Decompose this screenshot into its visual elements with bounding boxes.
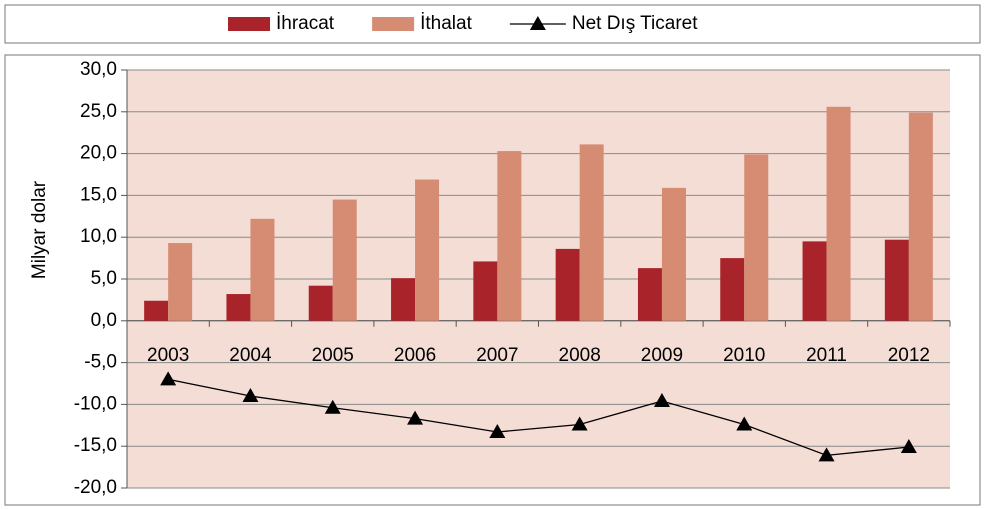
bar xyxy=(168,243,193,321)
legend-box xyxy=(4,4,981,44)
marker xyxy=(489,423,506,438)
legend-marker xyxy=(529,16,546,30)
bar xyxy=(826,106,851,321)
bar xyxy=(720,258,745,321)
bar xyxy=(391,278,416,321)
bar xyxy=(308,285,333,321)
marker xyxy=(324,399,341,414)
y-tick-label: 0,0 xyxy=(91,310,117,331)
x-tick-label: 2008 xyxy=(559,345,601,366)
legend-swatch xyxy=(228,17,270,31)
bar xyxy=(555,248,580,321)
x-tick-label: 2012 xyxy=(888,345,930,366)
bar xyxy=(802,241,827,321)
x-tick-label: 2011 xyxy=(806,345,847,366)
y-tick-label: -15,0 xyxy=(74,435,117,456)
y-tick-label: 30,0 xyxy=(80,59,117,80)
bar xyxy=(250,218,275,321)
bar xyxy=(637,268,662,321)
marker xyxy=(407,410,424,425)
legend-swatch xyxy=(372,17,415,31)
marker xyxy=(818,447,835,462)
y-tick-label: -10,0 xyxy=(74,393,117,414)
bar xyxy=(744,154,769,321)
legend-label: İhracat xyxy=(276,13,335,34)
y-tick-label: -5,0 xyxy=(84,352,117,373)
x-tick-label: 2009 xyxy=(641,345,683,366)
y-tick-label: 25,0 xyxy=(80,101,117,122)
bar xyxy=(579,144,604,321)
bar xyxy=(473,261,498,321)
x-tick-label: 2005 xyxy=(312,345,354,366)
x-tick-label: 2004 xyxy=(229,345,272,366)
x-tick-label: 2007 xyxy=(476,345,518,366)
y-tick-label: -20,0 xyxy=(74,477,117,498)
bar xyxy=(332,199,357,321)
y-tick-label: 5,0 xyxy=(91,268,117,289)
bar xyxy=(661,187,686,321)
y-tick-label: 10,0 xyxy=(80,226,117,247)
y-tick-label: 15,0 xyxy=(80,184,117,205)
marker xyxy=(736,416,753,431)
marker xyxy=(571,416,588,431)
bar xyxy=(497,151,522,321)
y-axis-label: Milyar dolar xyxy=(29,180,50,279)
bar xyxy=(908,112,933,321)
marker xyxy=(242,388,259,403)
line xyxy=(168,378,909,457)
marker xyxy=(653,393,670,408)
bar xyxy=(415,179,440,321)
x-tick-label: 2010 xyxy=(723,345,765,366)
marker xyxy=(900,439,917,454)
bar xyxy=(226,294,251,321)
marker xyxy=(160,371,177,386)
x-tick-label: 2003 xyxy=(147,345,189,366)
y-tick-label: 20,0 xyxy=(80,143,117,164)
legend-label: İthalat xyxy=(420,13,472,34)
bar xyxy=(884,239,909,321)
legend-label: Net Dış Ticaret xyxy=(572,13,698,34)
bar xyxy=(144,300,169,321)
x-tick-label: 2006 xyxy=(394,345,436,366)
